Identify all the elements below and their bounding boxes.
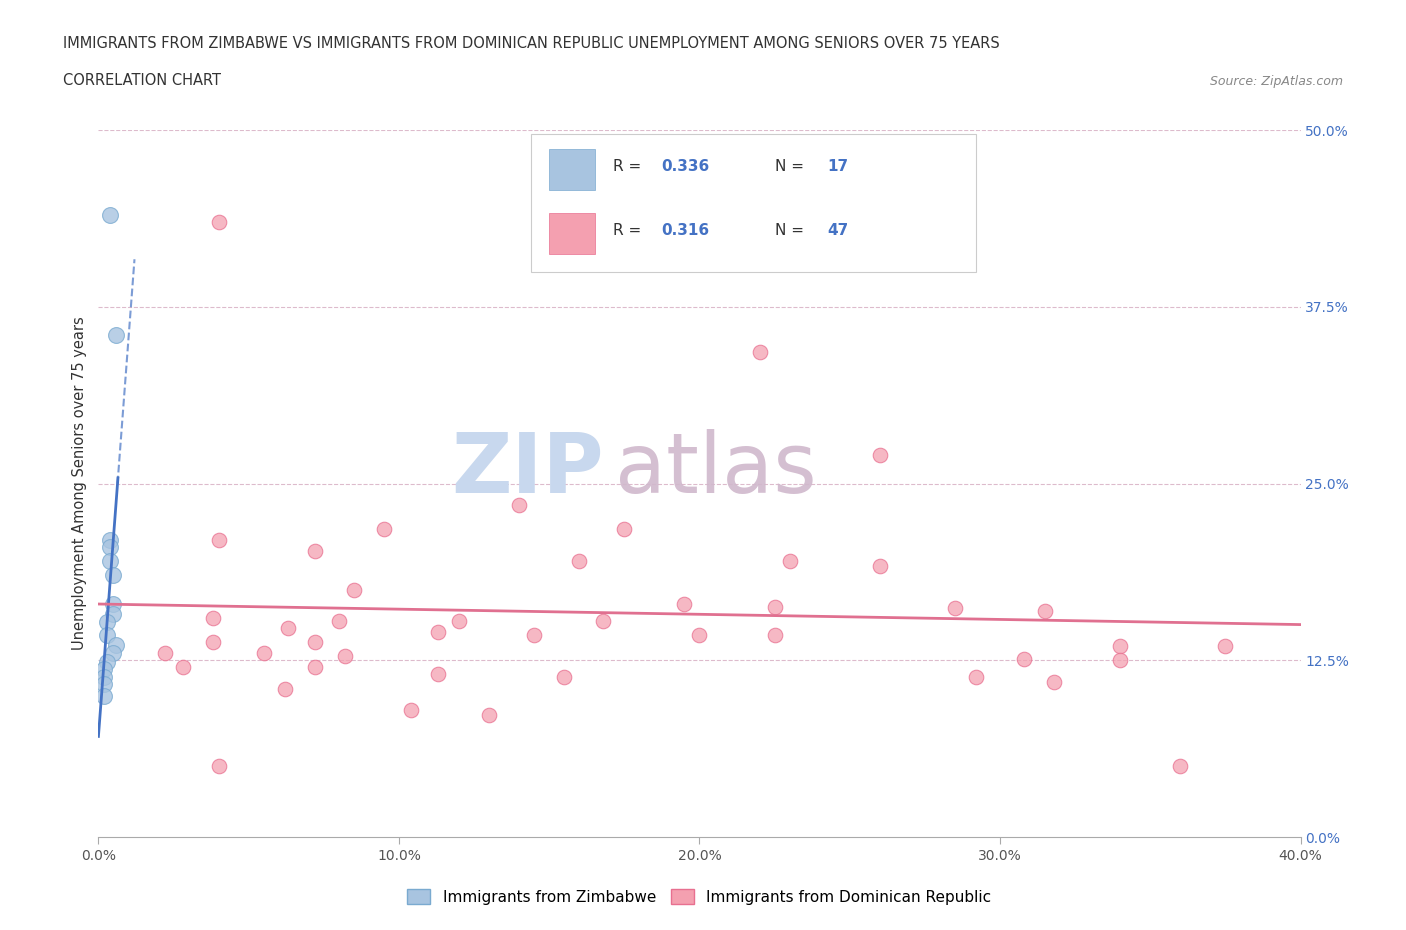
Point <box>943 601 966 616</box>
Point <box>100 554 122 569</box>
Point <box>1170 759 1192 774</box>
Point <box>523 628 546 643</box>
Text: R =: R = <box>613 159 645 175</box>
Point <box>965 670 987 684</box>
Text: 47: 47 <box>827 223 848 238</box>
Point <box>568 554 591 569</box>
Point <box>1043 674 1066 689</box>
Point <box>304 544 326 559</box>
Text: 17: 17 <box>827 159 848 175</box>
Point <box>93 688 115 703</box>
Point <box>208 533 231 548</box>
Point <box>96 655 118 670</box>
Point <box>1033 604 1056 618</box>
Point <box>96 615 118 630</box>
Point <box>763 599 786 614</box>
Point <box>93 670 115 684</box>
Point <box>100 533 122 548</box>
Point <box>201 634 224 649</box>
Point <box>553 670 575 684</box>
Text: N =: N = <box>775 223 808 238</box>
Point <box>105 327 128 342</box>
Point <box>508 498 530 512</box>
Point <box>304 634 326 649</box>
Point <box>105 637 128 652</box>
Point <box>103 568 125 583</box>
Text: ZIP: ZIP <box>451 429 603 510</box>
Point <box>869 558 891 573</box>
Point <box>779 554 801 569</box>
Point <box>208 215 231 230</box>
FancyBboxPatch shape <box>550 150 595 191</box>
Point <box>253 645 276 660</box>
Point <box>1109 639 1132 654</box>
Text: 0.336: 0.336 <box>661 159 709 175</box>
Point <box>304 660 326 675</box>
Text: N =: N = <box>775 159 808 175</box>
Point <box>869 448 891 463</box>
Point <box>100 207 122 222</box>
Point <box>103 596 125 611</box>
Point <box>172 660 194 675</box>
Text: R =: R = <box>613 223 645 238</box>
Point <box>208 759 231 774</box>
Point <box>1109 653 1132 668</box>
Point <box>277 620 299 635</box>
Text: atlas: atlas <box>616 429 817 510</box>
Point <box>103 645 125 660</box>
Point <box>748 345 770 360</box>
Point <box>328 613 350 628</box>
Point <box>96 628 118 643</box>
Point <box>93 677 115 692</box>
Y-axis label: Unemployment Among Seniors over 75 years: Unemployment Among Seniors over 75 years <box>72 317 87 650</box>
Point <box>201 610 224 625</box>
Point <box>613 522 636 537</box>
Point <box>100 539 122 554</box>
Point <box>93 661 115 676</box>
Point <box>343 582 366 597</box>
Point <box>427 667 450 682</box>
Text: 0.316: 0.316 <box>661 223 709 238</box>
Point <box>399 702 422 717</box>
Point <box>153 645 176 660</box>
Point <box>673 596 696 611</box>
Point <box>427 625 450 640</box>
Point <box>1012 651 1035 666</box>
Point <box>103 606 125 621</box>
Point <box>373 522 395 537</box>
FancyBboxPatch shape <box>531 134 976 272</box>
Point <box>1215 639 1237 654</box>
Text: IMMIGRANTS FROM ZIMBABWE VS IMMIGRANTS FROM DOMINICAN REPUBLIC UNEMPLOYMENT AMON: IMMIGRANTS FROM ZIMBABWE VS IMMIGRANTS F… <box>63 36 1000 51</box>
Text: CORRELATION CHART: CORRELATION CHART <box>63 73 221 88</box>
Point <box>447 613 470 628</box>
Point <box>333 648 356 663</box>
Legend: Immigrants from Zimbabwe, Immigrants from Dominican Republic: Immigrants from Zimbabwe, Immigrants fro… <box>401 883 998 910</box>
FancyBboxPatch shape <box>550 213 595 254</box>
Point <box>478 708 501 723</box>
Point <box>274 681 297 696</box>
Point <box>763 628 786 643</box>
Point <box>689 628 711 643</box>
Text: Source: ZipAtlas.com: Source: ZipAtlas.com <box>1209 75 1343 88</box>
Point <box>592 613 614 628</box>
